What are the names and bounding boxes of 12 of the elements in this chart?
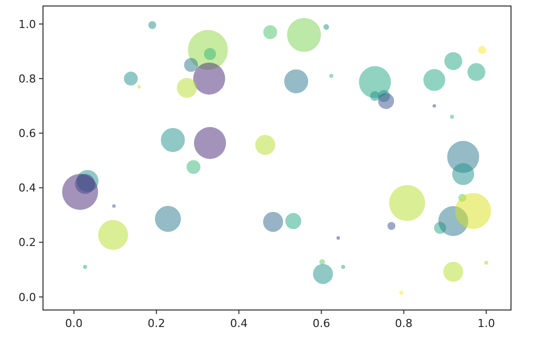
x-tick-label: 1.0	[478, 317, 496, 330]
x-tick-label: 0.6	[312, 317, 330, 330]
y-tick-label: 0.4	[18, 182, 36, 195]
x-tick-label: 0.4	[230, 317, 248, 330]
y-tick-label: 0.6	[18, 127, 36, 140]
y-tick-label: 1.0	[18, 18, 36, 31]
y-tick-label: 0.2	[18, 236, 36, 250]
y-tick-label: 0.8	[18, 72, 36, 86]
y-tick-label: 0.0	[18, 290, 36, 304]
x-tick-label: 0.8	[395, 317, 413, 330]
x-tick-label: 0.0	[65, 317, 83, 330]
x-tick-label: 0.2	[148, 317, 166, 330]
